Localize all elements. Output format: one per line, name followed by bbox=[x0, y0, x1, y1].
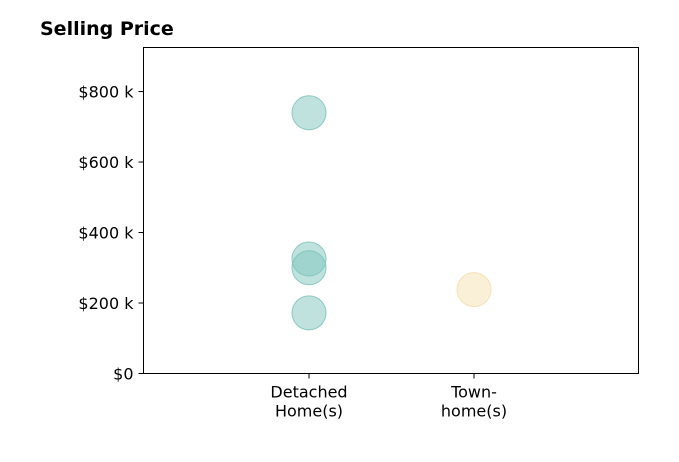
y-tick-label: $800 k bbox=[78, 83, 134, 102]
y-tick-label: $200 k bbox=[78, 294, 134, 313]
x-tick-label: Town-home(s) bbox=[441, 383, 507, 421]
data-points bbox=[291, 95, 492, 331]
y-axis: $0 $200 k $400 k $600 k $800 k bbox=[78, 83, 144, 384]
data-point bbox=[291, 95, 327, 131]
y-tick-label: $600 k bbox=[78, 153, 134, 172]
data-point bbox=[456, 272, 492, 308]
chart-title: Selling Price bbox=[40, 18, 174, 40]
plot-area bbox=[143, 47, 639, 374]
data-point bbox=[291, 250, 327, 286]
data-point bbox=[291, 295, 327, 331]
y-tick-label: $400 k bbox=[78, 224, 134, 243]
x-tick-label: Detached Home(s) bbox=[270, 383, 347, 421]
x-axis: Detached Home(s) Town-home(s) bbox=[270, 373, 507, 421]
y-tick-label: $0 bbox=[113, 365, 133, 384]
